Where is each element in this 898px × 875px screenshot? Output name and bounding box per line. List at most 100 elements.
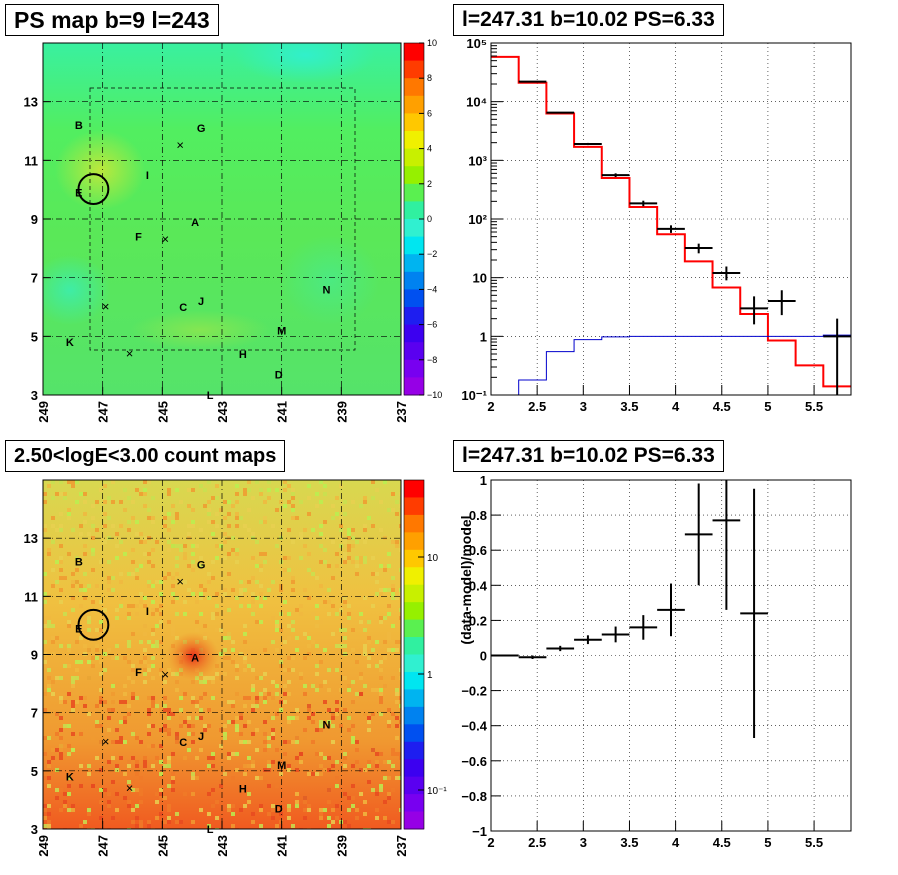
map-pixel [371,712,375,716]
map-pixel [379,564,383,568]
map-pixel [103,484,107,488]
cross-marker: × [126,346,134,361]
map-pixel [255,776,259,780]
map-pixel [391,540,395,544]
map-pixel [127,676,131,680]
map-pixel [143,488,147,492]
map-pixel [103,500,107,504]
map-pixel [399,668,401,672]
map-pixel [259,520,263,524]
map-pixel [291,488,295,492]
map-pixel [227,808,231,812]
map-pixel [295,648,299,652]
colorbar-segment [404,324,424,343]
map-pixel [343,752,347,756]
map-pixel [379,788,383,792]
map-pixel [375,816,379,820]
x-tick-label: 4 [672,399,680,414]
map-pixel [139,660,143,664]
map-pixel [111,740,115,744]
map-pixel [355,540,359,544]
map-pixel [51,692,55,696]
map-pixel [79,524,83,528]
map-pixel [63,792,67,796]
map-pixel [311,720,315,724]
map-pixel [351,528,355,532]
map-pixel [247,488,251,492]
map-pixel [347,716,351,720]
map-pixel [395,500,399,504]
ps-map-x-ticks: 249 247 245 243 241 239 237 [36,387,409,423]
x-tick-label: 2 [487,399,494,414]
map-pixel [99,488,103,492]
map-pixel [179,696,183,700]
x-tick-label: 5.5 [805,835,823,850]
map-pixel [67,516,71,520]
map-pixel [127,760,131,764]
map-pixel [251,556,255,560]
map-pixel [199,564,203,568]
map-pixel [159,796,163,800]
map-pixel [295,804,299,808]
y-tick-label: 11 [24,589,38,604]
map-pixel [135,804,139,808]
map-pixel [235,596,239,600]
map-pixel [367,620,371,624]
map-pixel [171,752,175,756]
cross-marker: × [102,299,110,314]
map-pixel [335,552,339,556]
colorbar-frame [403,479,425,830]
residual-y-ticks: 10.80.60.40.20−0.2−0.4−0.6−0.8−1 [461,473,501,839]
map-pixel [43,528,47,532]
map-pixel [347,824,351,828]
map-pixel [271,728,275,732]
map-pixel [131,788,135,792]
map-pixel [255,748,259,752]
map-pixel [131,680,135,684]
map-pixel [343,500,347,504]
map-pixel [187,588,191,592]
map-pixel [191,508,195,512]
map-pixel [363,684,367,688]
map-pixel [111,816,115,820]
map-pixel [123,552,127,556]
source-label-M: M [277,760,286,772]
map-pixel [287,500,291,504]
map-pixel [367,728,371,732]
x-tick-label: 237 [394,401,409,423]
map-pixel [259,552,263,556]
map-pixel [323,520,327,524]
map-pixel [87,772,91,776]
colorbar-tick-label: 1 [427,670,433,681]
map-pixel [239,588,243,592]
map-pixel [95,648,99,652]
map-pixel [387,820,391,824]
x-tick-label: 247 [96,401,111,423]
map-pixel [71,700,75,704]
map-pixel [47,736,51,740]
map-pixel [279,628,283,632]
map-pixel [167,712,171,716]
y-tick-label: 5 [31,329,38,344]
map-pixel [239,808,243,812]
map-pixel [351,736,355,740]
map-pixel [339,516,343,520]
map-pixel [287,720,291,724]
map-pixel [235,728,239,732]
map-pixel [67,512,71,516]
map-pixel [383,684,387,688]
map-pixel [131,756,135,760]
map-pixel [251,688,255,692]
source-label-J: J [198,731,204,743]
map-pixel [107,760,111,764]
map-pixel [151,564,155,568]
map-pixel [75,640,79,644]
map-pixel [111,684,115,688]
map-pixel [235,552,239,556]
map-pixel [131,692,135,696]
map-pixel [59,588,63,592]
map-pixel [223,656,227,660]
map-pixel [235,512,239,516]
map-pixel [227,700,231,704]
